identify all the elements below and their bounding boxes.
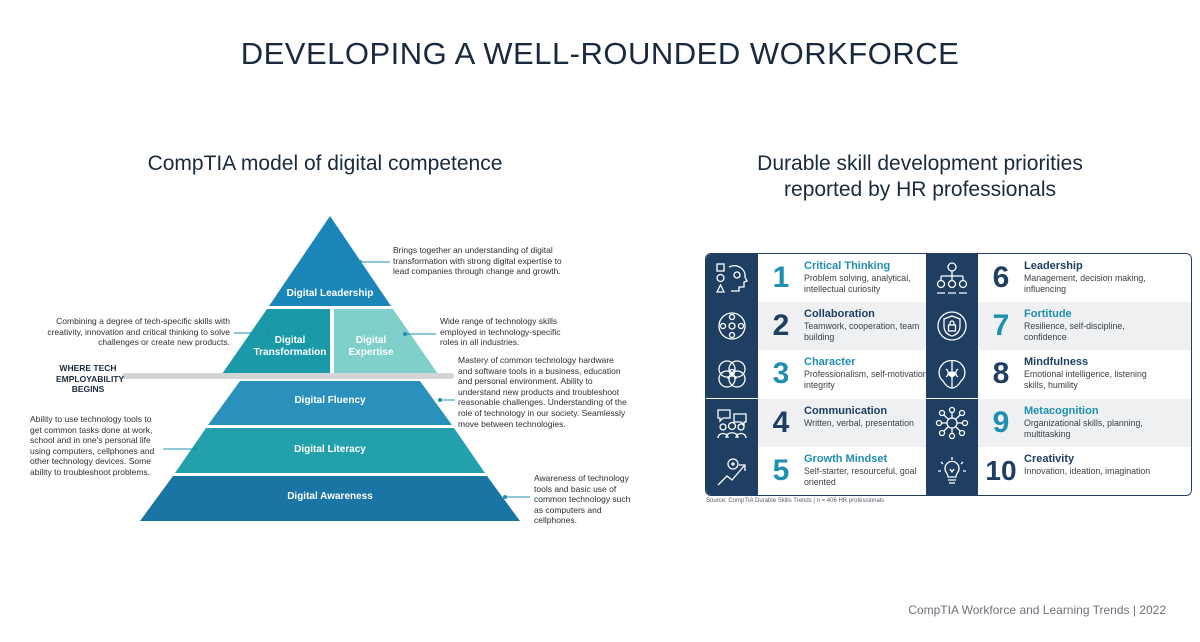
skill-name: Character xyxy=(804,356,856,369)
skill-name: Metacognition xyxy=(1024,404,1099,417)
skill-name: Creativity xyxy=(1024,452,1075,465)
level-label-leadership: Digital Leadership xyxy=(286,288,374,299)
skill-rank: 1 xyxy=(772,261,790,294)
skill-description: Problem solving, analytical, intellectua… xyxy=(804,273,911,294)
character-icon xyxy=(706,350,758,399)
skill-item: 4 Communication Written, verbal, presentat… xyxy=(706,398,926,447)
skill-item: 8 Mindfulness Emotional intelligence, list… xyxy=(926,350,1191,399)
skill-item: 6 Leadership Management, decision making, … xyxy=(926,254,1191,302)
skills-table: 1 Critical Thinking Problem solving, analy… xyxy=(705,253,1192,496)
pyramid-level-awareness xyxy=(140,476,520,521)
skill-item: 1 Critical Thinking Problem solving, analy… xyxy=(706,254,926,302)
skill-item: 10 Creativity Innovation, ideation, imagin… xyxy=(926,446,1191,495)
skill-name: Collaboration xyxy=(804,308,875,321)
skill-rank: 6 xyxy=(992,261,1010,294)
skills-heading-line2: reported by HR professionals xyxy=(784,178,1056,201)
note-literacy: Ability to use technology tools to get c… xyxy=(30,414,155,477)
skill-rank: 2 xyxy=(772,309,790,343)
level-label-fluency: Digital Fluency xyxy=(294,395,366,406)
skill-description: Innovation, ideation, imagination xyxy=(1024,465,1151,476)
note-leadership: Brings together an understanding of digi… xyxy=(393,245,562,277)
skill-description: Teamwork, cooperation, team building xyxy=(804,321,920,343)
skill-description: Professionalism, self-motivation, integr… xyxy=(804,369,931,391)
skill-rank: 5 xyxy=(772,453,790,487)
leadership-icon xyxy=(926,254,978,302)
level-label-literacy: Digital Literacy xyxy=(294,444,366,455)
level-label-transformation: Digital Transformation xyxy=(253,335,327,358)
skill-item: 3 Character Professionalism, self-motivati… xyxy=(706,350,930,399)
skill-name: Growth Mindset xyxy=(804,452,888,465)
skill-item: 7 Fortitude Resilience, self-discipline, c… xyxy=(926,302,1191,351)
skill-description: Resilience, self-discipline, confidence xyxy=(1024,321,1125,343)
skill-rank: 8 xyxy=(992,357,1010,391)
skill-item: 5 Growth Mindset Self-starter, resourceful… xyxy=(706,446,926,495)
note-awareness: Awareness of technology tools and basic … xyxy=(534,473,631,526)
skill-name: Leadership xyxy=(1024,260,1083,272)
note-transformation: Combining a degree of tech-specific skil… xyxy=(47,316,230,348)
skills-heading-line1: Durable skill development priorities xyxy=(757,152,1083,175)
level-label-expertise: Digital Expertise xyxy=(348,335,394,358)
collaboration-icon xyxy=(706,302,758,351)
skill-rank: 3 xyxy=(772,357,790,391)
pyramid-level-fluency xyxy=(208,381,452,425)
note-fluency: Mastery of common technology hardware an… xyxy=(458,355,627,429)
skill-name: Fortitude xyxy=(1024,308,1072,321)
communication-icon xyxy=(706,398,758,447)
metacognition-icon xyxy=(926,398,978,447)
skill-name: Mindfulness xyxy=(1024,356,1089,369)
skill-description: Emotional intelligence, listening skills… xyxy=(1024,369,1147,391)
mindfulness-icon xyxy=(926,350,978,399)
creativity-icon xyxy=(926,446,978,495)
skill-item: 9 Metacognition Organizational skills, pla… xyxy=(926,398,1191,447)
pyramid-level-transformation xyxy=(222,309,330,374)
employability-line xyxy=(122,373,454,379)
skill-rank: 10 xyxy=(985,454,1017,486)
skill-rank: 4 xyxy=(772,405,790,439)
growth-mindset-icon xyxy=(706,446,758,495)
pyramid-level-expertise xyxy=(334,309,438,374)
skill-name: Critical Thinking xyxy=(804,260,891,272)
skill-rank: 7 xyxy=(992,309,1010,343)
tech-employability-label: WHERE TECH EMPLOYABILITY BEGINS xyxy=(56,363,125,395)
level-label-awareness: Digital Awareness xyxy=(287,491,373,502)
page-title: DEVELOPING A WELL-ROUNDED WORKFORCE xyxy=(240,36,960,71)
pyramid-level-literacy xyxy=(175,428,485,473)
pyramid-heading: CompTIA model of digital competence xyxy=(147,152,503,175)
critical-thinking-icon xyxy=(706,254,758,302)
skill-description: Self-starter, resourceful, goal oriented xyxy=(804,465,917,487)
skill-item: 2 Collaboration Teamwork, cooperation, tea… xyxy=(706,302,926,351)
fortitude-icon xyxy=(926,302,978,351)
skill-rank: 9 xyxy=(992,405,1010,439)
footer-credit: CompTIA Workforce and Learning Trends | … xyxy=(908,603,1166,617)
source-note: Source: CompTIA Durable Skills Trends | … xyxy=(706,498,885,504)
skill-description: Organizational skills, planning, multita… xyxy=(1024,417,1143,439)
skill-description: Written, verbal, presentation xyxy=(804,417,914,428)
note-expertise: Wide range of technology skills employed… xyxy=(440,316,561,348)
skill-description: Management, decision making, influencing xyxy=(1024,273,1146,294)
pyramid-level-leadership xyxy=(269,216,391,306)
skill-name: Communication xyxy=(804,404,888,417)
